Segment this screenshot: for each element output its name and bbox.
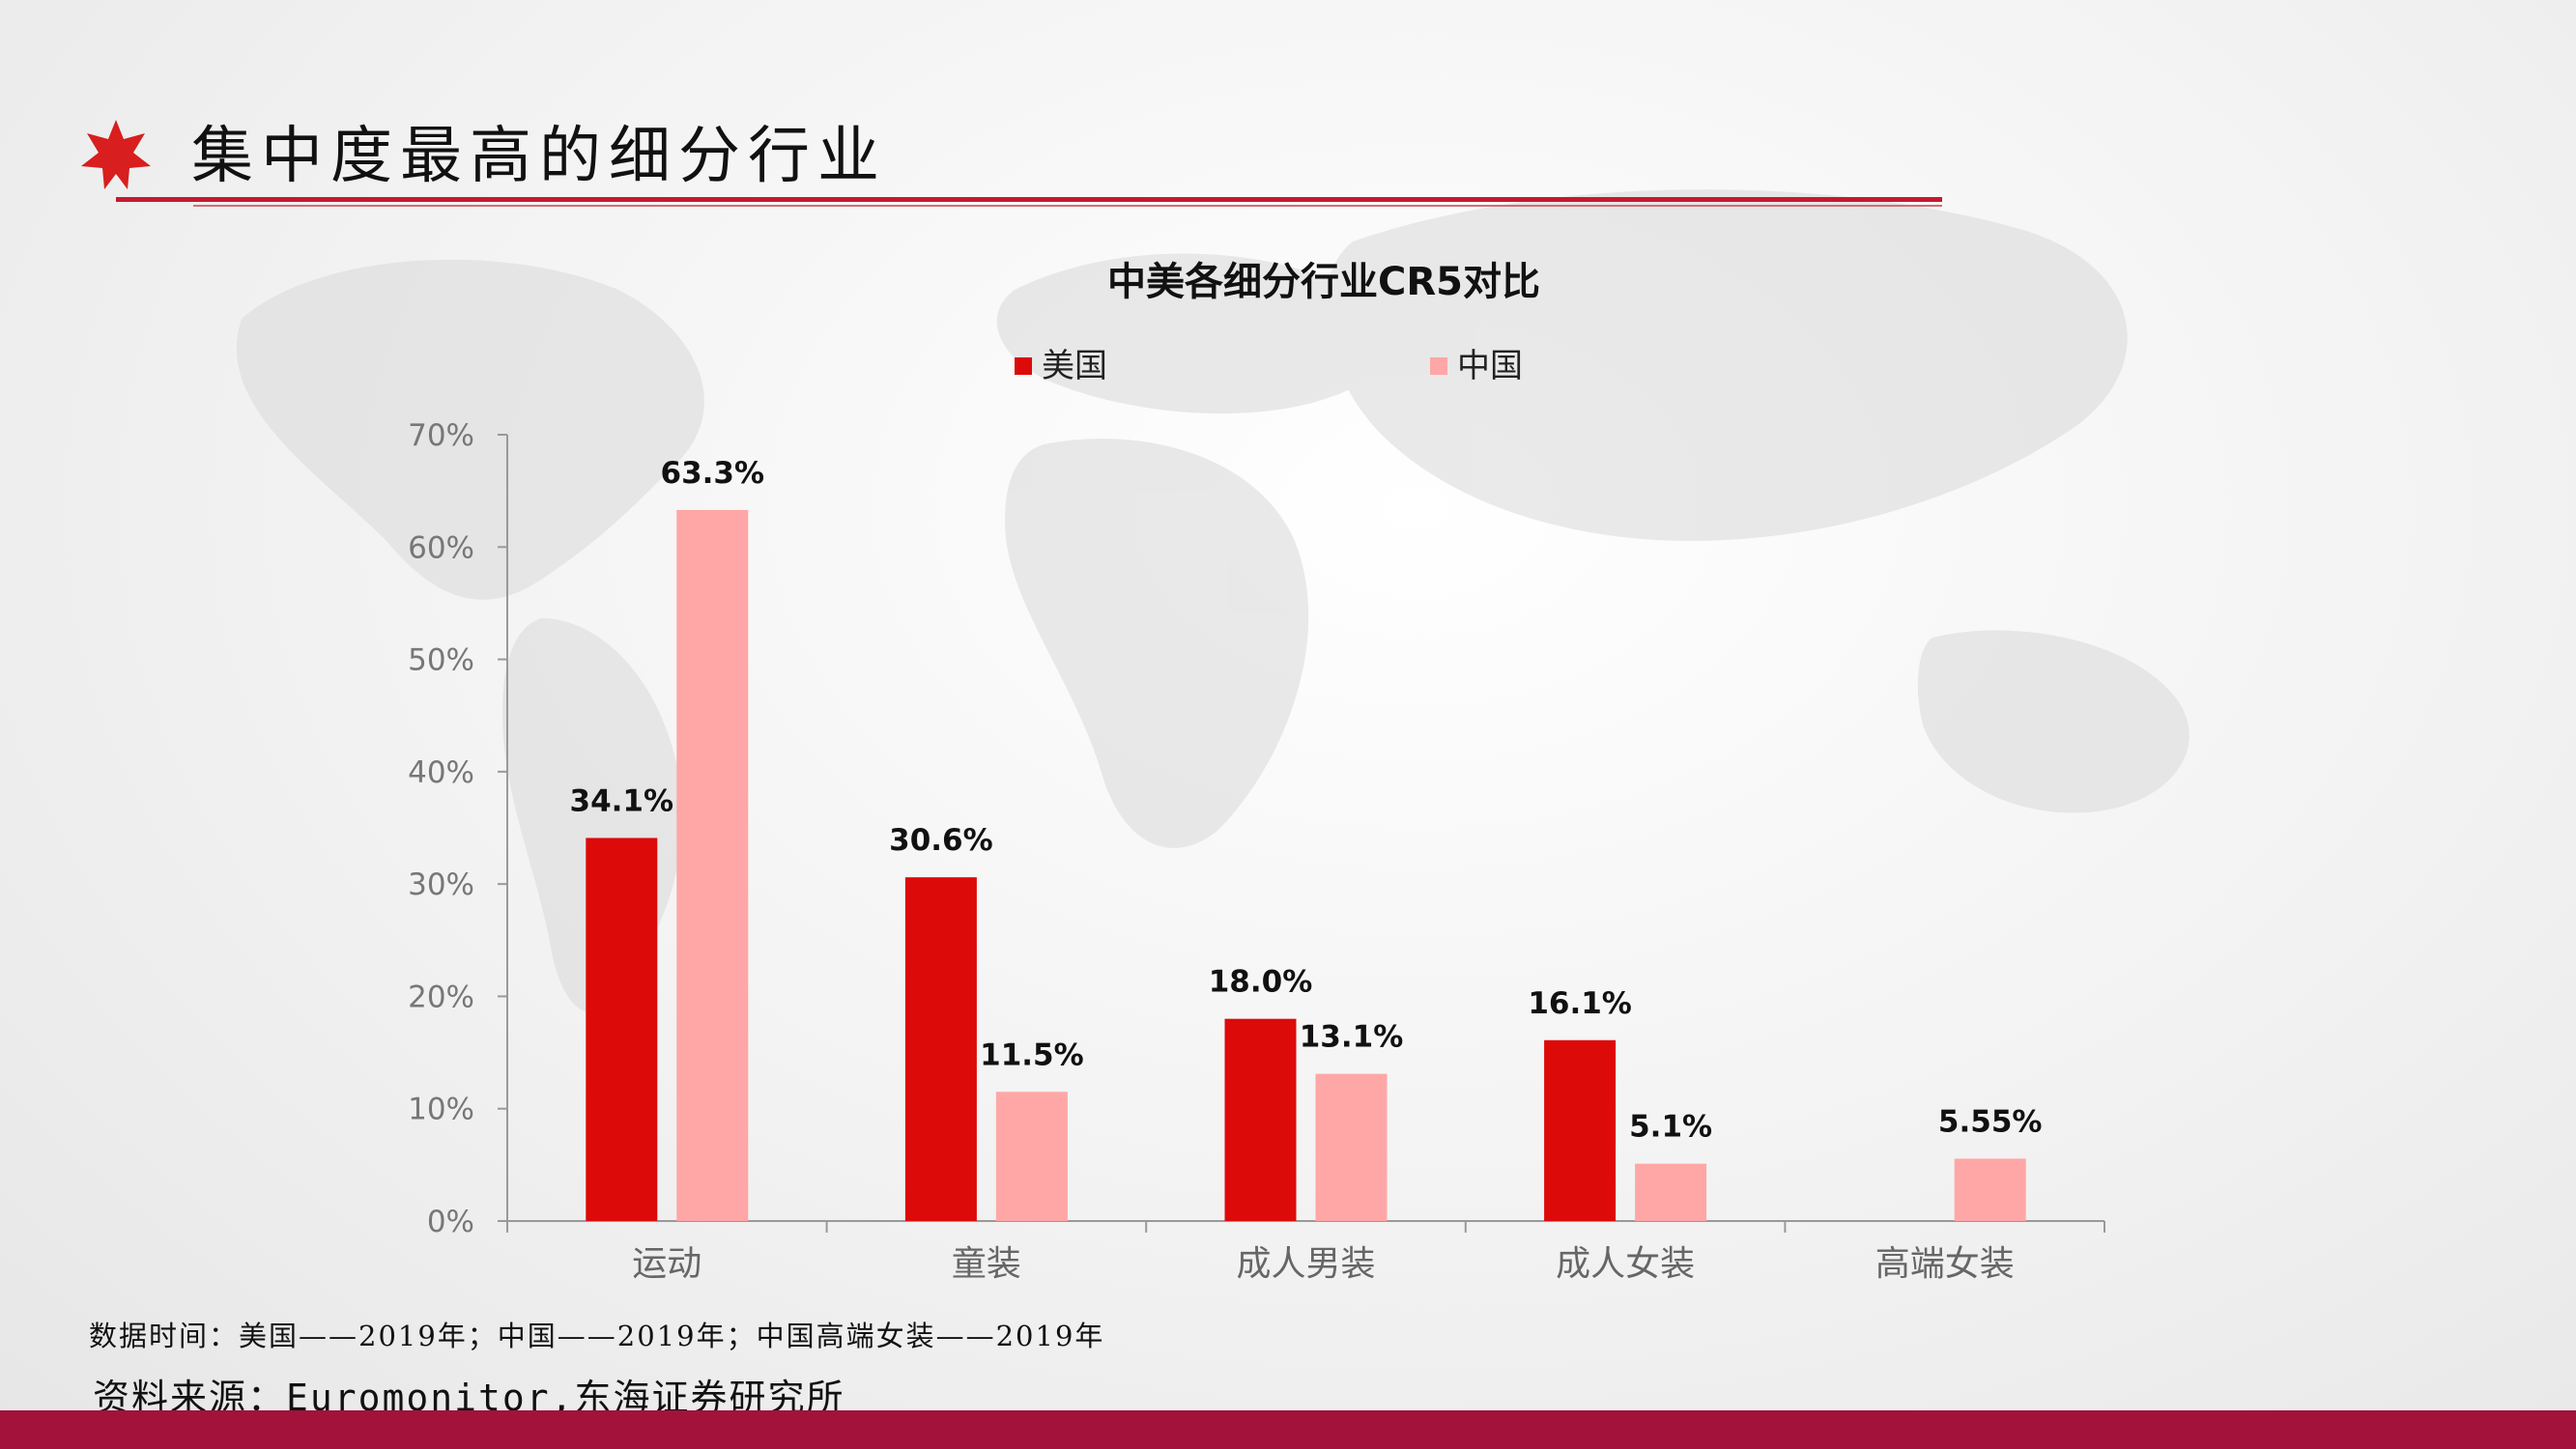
bar-cn [1315, 1073, 1388, 1221]
data-label: 5.55% [1938, 1104, 2043, 1139]
bar-cn [1635, 1163, 1707, 1221]
x-tick-label: 成人男装 [1236, 1244, 1375, 1284]
y-tick-label: 60% [408, 530, 474, 565]
cr5-bar-chart: 中美各细分行业CR5对比 美国 中国 0% 10% 20% 30% 40% 50% 60% 70… [408, 260, 2105, 1284]
bar-us [586, 838, 658, 1221]
x-tick-label: 运动 [632, 1244, 701, 1284]
footer-bar [0, 1410, 2576, 1449]
legend-swatch-1 [1430, 357, 1447, 375]
bar-us [1224, 1018, 1297, 1221]
y-tick-label: 20% [408, 980, 474, 1014]
bar-series: 34.1% 63.3% 30.6% 11.5% 18.0% 13.1% 16.1% 5.1% 5… [570, 456, 2043, 1221]
data-label: 63.3% [661, 456, 765, 491]
x-tick-label: 高端女装 [1875, 1244, 2015, 1284]
star-icon [81, 120, 151, 189]
data-label: 16.1% [1528, 986, 1632, 1021]
data-label: 5.1% [1629, 1110, 1712, 1145]
legend-label-0: 美国 [1042, 347, 1107, 385]
data-label: 34.1% [570, 783, 674, 818]
title-divider-thin [193, 205, 1942, 207]
x-tick-label: 成人女装 [1556, 1244, 1695, 1284]
bar-cn [995, 1092, 1068, 1221]
x-axis: 运动 童装 成人男装 成人女装 高端女装 [506, 1220, 2105, 1284]
x-tick-label: 童装 [952, 1244, 1021, 1284]
bar-cn [676, 509, 749, 1221]
data-label: 13.1% [1300, 1020, 1404, 1055]
data-time-note: 数据时间：美国——2019年；中国——2019年；中国高端女装——2019年 [89, 1320, 1105, 1352]
bar-us [904, 877, 977, 1221]
bar-us [1544, 1039, 1617, 1221]
y-tick-label: 10% [408, 1093, 474, 1127]
data-label: 30.6% [889, 823, 993, 858]
title-divider [116, 197, 1942, 202]
data-label: 11.5% [980, 1037, 1084, 1072]
data-label: 18.0% [1209, 965, 1313, 1000]
y-axis: 0% 10% 20% 30% 40% 50% 60% 70% [408, 418, 508, 1239]
chart-title: 中美各细分行业CR5对比 [1107, 260, 1540, 304]
y-tick-label: 50% [408, 643, 474, 678]
y-tick-label: 40% [408, 755, 474, 790]
y-tick-label: 30% [408, 867, 474, 902]
chart-legend: 美国 中国 [1015, 347, 1523, 385]
legend-label-1: 中国 [1457, 347, 1523, 385]
bar-cn [1954, 1158, 2026, 1221]
y-tick-label: 70% [408, 418, 474, 453]
legend-swatch-0 [1015, 357, 1032, 375]
y-tick-label: 0% [427, 1205, 474, 1239]
page-title: 集中度最高的细分行业 [191, 121, 887, 192]
